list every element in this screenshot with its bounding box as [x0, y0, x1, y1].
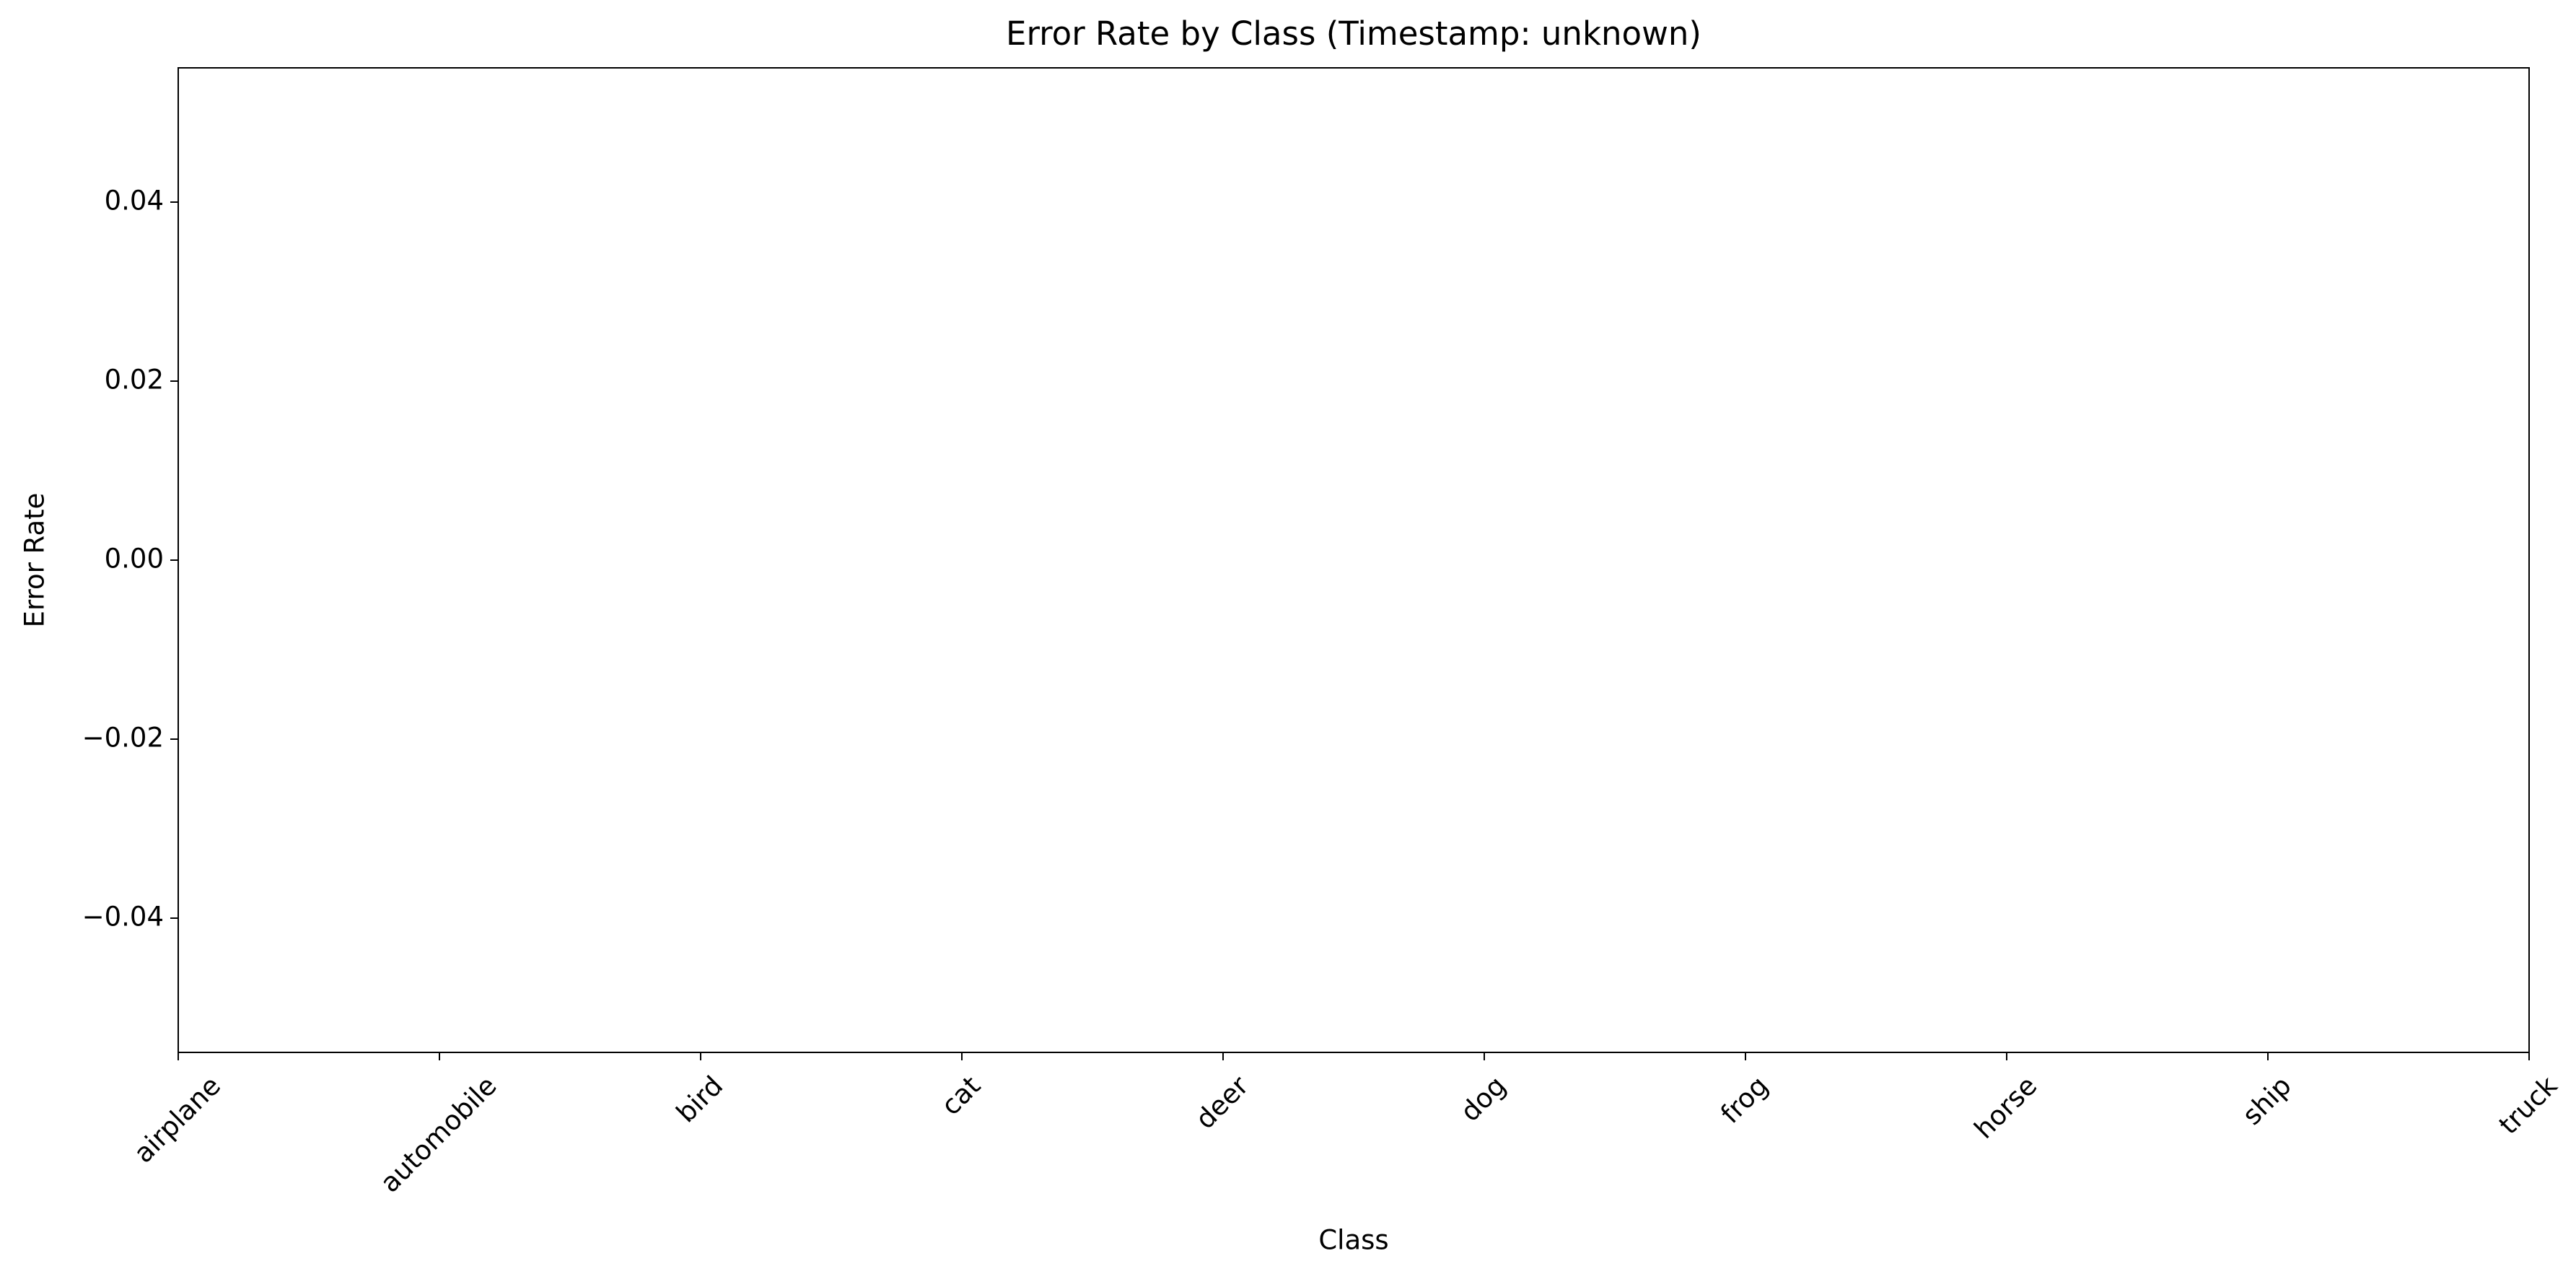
y-tick-label: −0.02 [82, 723, 164, 754]
y-tick-label: 0.04 [105, 186, 164, 217]
chart-title: Error Rate by Class (Timestamp: unknown) [1006, 14, 1701, 53]
x-axis-label: Class [1318, 1225, 1388, 1256]
y-tick-label: 0.00 [105, 544, 164, 575]
y-axis-label: Error Rate [19, 493, 51, 628]
y-tick-label: −0.04 [82, 902, 164, 933]
y-tick-label: 0.02 [105, 365, 164, 396]
